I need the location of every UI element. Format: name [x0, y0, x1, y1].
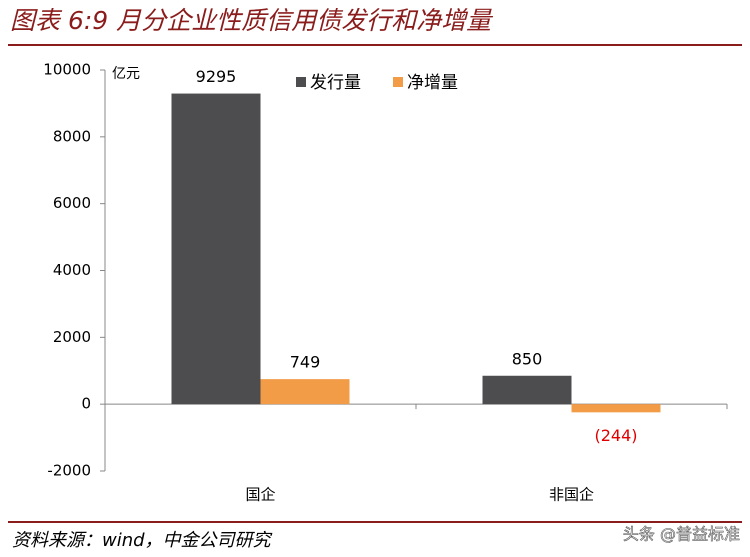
chart-title: 图表 6:9 月分企业性质信用债发行和净增量: [10, 6, 493, 35]
y-tick-label: 10000: [43, 61, 91, 79]
y-tick-label: 6000: [53, 194, 91, 212]
value-label: 9295: [196, 67, 237, 86]
legend-swatch: [296, 77, 306, 87]
bar: [482, 375, 572, 405]
value-label: (244): [594, 426, 637, 445]
y-tick-label: -2000: [47, 462, 91, 480]
x-tick-label: 国企: [245, 486, 275, 504]
y-tick-label: 8000: [53, 127, 91, 145]
value-label: 749: [290, 353, 321, 372]
value-label: 850: [512, 349, 543, 368]
y-unit: 亿元: [112, 66, 140, 82]
y-tick-label: 4000: [53, 261, 91, 279]
legend-label: 发行量: [310, 73, 361, 93]
x-tick-label: 非国企: [549, 486, 594, 504]
y-tick-label: 0: [81, 395, 91, 413]
bar: [571, 404, 661, 413]
legend-label: 净增量: [407, 73, 458, 93]
bar: [260, 379, 350, 405]
watermark: 头条 @普益标准: [623, 525, 740, 544]
bar: [171, 93, 261, 405]
source: 资料来源：wind，中金公司研究: [12, 530, 273, 551]
legend-swatch: [393, 77, 403, 87]
y-tick-label: 2000: [53, 328, 91, 346]
